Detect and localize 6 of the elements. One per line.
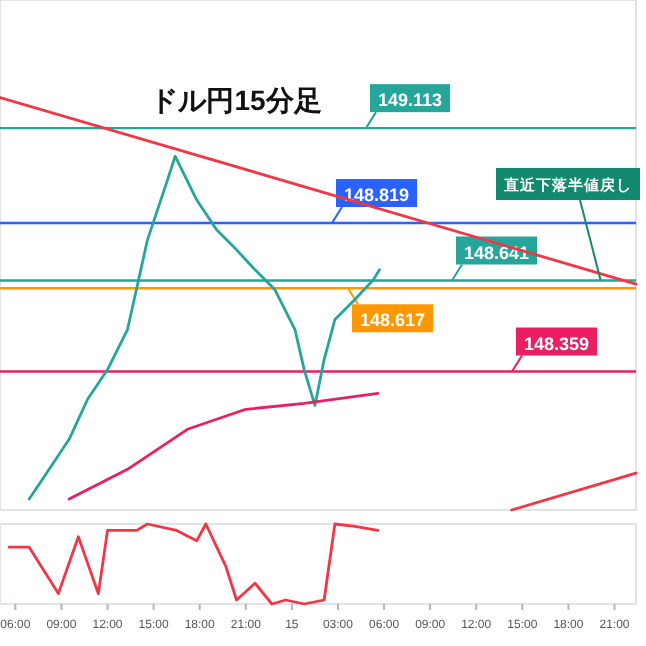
- legend-label: 148.617: [360, 310, 426, 331]
- ref-line-label: 148.359: [524, 333, 590, 354]
- text: ドル円15分足: [150, 84, 322, 116]
- ref-line-label: 148.819: [344, 185, 410, 206]
- ref-line-label: 149.113: [378, 90, 443, 111]
- ref-line-label: 148.641: [464, 242, 530, 263]
